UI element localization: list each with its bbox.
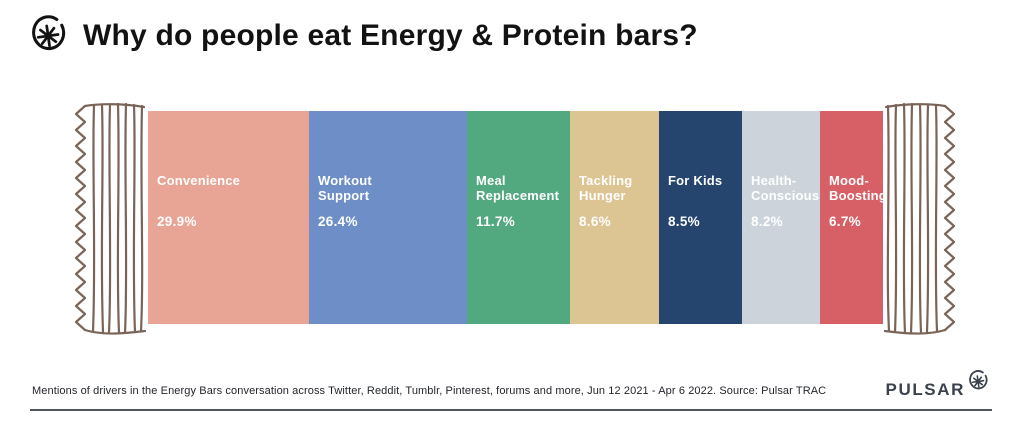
segment-label: For Kids bbox=[668, 173, 723, 188]
segment-value: 6.7% bbox=[829, 214, 861, 229]
footer-divider bbox=[30, 409, 992, 411]
segment-value: 8.2% bbox=[751, 214, 783, 229]
bar-segment-mood-boosting: Mood-Boosting 6.7% bbox=[820, 111, 887, 324]
pulsar-brand: PULSAR bbox=[886, 370, 990, 400]
pulsar-asterisk-icon bbox=[969, 370, 988, 390]
segment-value: 29.9% bbox=[157, 214, 197, 229]
segment-value: 8.5% bbox=[668, 214, 700, 229]
pulsar-wordmark: PULSAR bbox=[885, 380, 965, 399]
segment-label: Convenience bbox=[157, 173, 241, 188]
bar-segment-health-conscious: Health-Conscious 8.2% bbox=[742, 111, 820, 324]
segment-label: Tackling Hunger bbox=[579, 173, 633, 203]
bar-segment-for-kids: For Kids 8.5% bbox=[659, 111, 742, 324]
segment-label: Health-Conscious bbox=[751, 173, 820, 203]
bar-segment-convenience: Convenience 29.9% bbox=[148, 111, 309, 324]
wrapper-end-left-illustration bbox=[72, 99, 148, 337]
bar-segment-tackling-hunger: Tackling Hunger 8.6% bbox=[570, 111, 659, 324]
page-title: Why do people eat Energy & Protein bars? bbox=[83, 18, 698, 52]
wrapper-end-right-illustration bbox=[882, 99, 958, 337]
segment-label: Workout Support bbox=[318, 173, 372, 203]
segment-value: 26.4% bbox=[318, 214, 358, 229]
segment-label: Meal Replacement bbox=[476, 173, 560, 203]
pulsar-asterisk-icon bbox=[32, 15, 66, 51]
stacked-bar: Convenience 29.9% Workout Support 26.4% Meal… bbox=[148, 111, 887, 324]
bar-segment-workout-support: Workout Support 26.4% bbox=[309, 111, 467, 324]
chart-caption: Mentions of drivers in the Energy Bars c… bbox=[32, 385, 827, 397]
segment-label: Mood-Boosting bbox=[829, 173, 887, 203]
bar-segment-meal-replacement: Meal Replacement 11.7% bbox=[467, 111, 570, 324]
segment-value: 11.7% bbox=[476, 214, 516, 229]
header: Why do people eat Energy & Protein bars? bbox=[28, 14, 698, 56]
segment-value: 8.6% bbox=[579, 214, 611, 229]
